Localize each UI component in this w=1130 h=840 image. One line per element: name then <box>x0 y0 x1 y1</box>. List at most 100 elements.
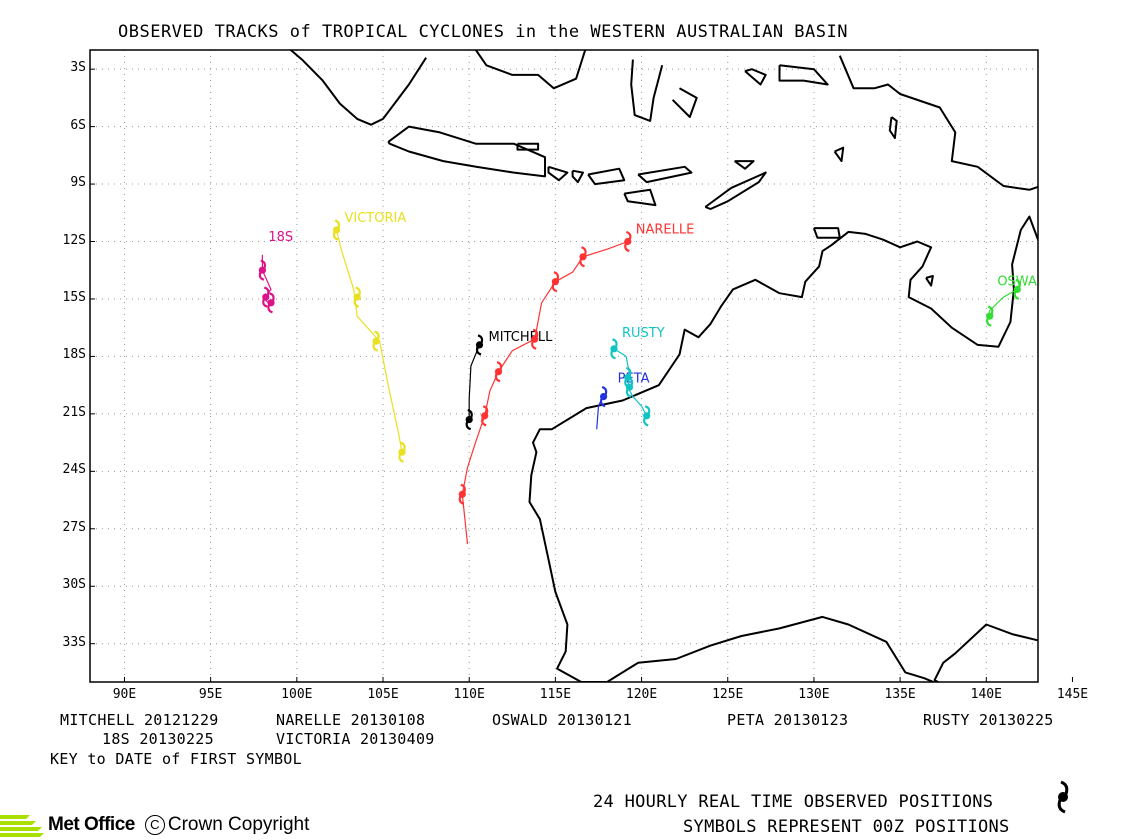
lat-tick-label: 6S <box>70 117 86 133</box>
footer-positions: 24 HOURLY REAL TIME OBSERVED POSITIONS <box>593 792 994 812</box>
peta-position-symbol <box>599 386 608 408</box>
oswald-label: OSWALD <box>997 274 1054 289</box>
cyclone-tracks: MITCHELL NARELLE OSWALD PETA RUSTY 18S VICTORI… <box>258 211 1054 545</box>
lat-tick-label: 24S <box>62 462 86 478</box>
narelle-position-symbol <box>531 328 539 350</box>
lat-tick-label: 15S <box>62 289 86 305</box>
victoria-track-line <box>335 229 403 453</box>
key-18s: 18S 20130225 <box>102 730 214 748</box>
oswald-position-symbol <box>1013 278 1021 300</box>
18s-position-symbol <box>267 292 275 314</box>
lat-tick-label: 21S <box>62 404 86 420</box>
mitchell-track-line <box>468 344 481 420</box>
coastline <box>671 87 698 118</box>
victoria-position-symbol <box>353 286 361 308</box>
key-mitchell: MITCHELL 20121229 <box>60 711 219 729</box>
lon-tick-label: 90E <box>112 687 137 702</box>
map-frame <box>89 49 1039 683</box>
coastline <box>833 146 845 163</box>
track-narelle: NARELLE <box>458 223 695 545</box>
track-18s: 18S <box>258 230 293 314</box>
coastline <box>528 215 1038 682</box>
coastline <box>812 227 841 239</box>
lon-tick-label: 100E <box>281 687 313 702</box>
narelle-position-symbol <box>551 271 560 293</box>
18s-position-symbol <box>258 259 267 281</box>
key-narelle: NARELLE 20130108 <box>276 711 426 729</box>
lat-tick-label: 33S <box>62 634 86 650</box>
lon-tick-label: 140E <box>970 687 1002 702</box>
lon-tick-label: 135E <box>884 687 916 702</box>
lon-tick-label: 130E <box>798 687 830 702</box>
lat-tick-label: 27S <box>62 519 86 535</box>
oswald-position-symbol <box>986 305 994 327</box>
coastline <box>734 160 755 170</box>
coastline <box>704 171 767 210</box>
rusty-position-symbol <box>610 338 618 360</box>
coastline <box>289 50 427 126</box>
coastline <box>630 59 664 122</box>
rusty-label: RUSTY <box>622 326 665 341</box>
axis-ticks <box>90 68 1073 682</box>
lat-tick-label: 30S <box>62 577 86 593</box>
lat-tick-label: 3S <box>70 60 86 76</box>
footer-symbols: SYMBOLS REPRESENT 00Z POSITIONS <box>683 817 1010 837</box>
mitchell-position-symbol <box>465 409 473 431</box>
18s-position-symbol <box>262 286 270 308</box>
coastline <box>571 169 584 184</box>
coastline <box>838 55 1038 191</box>
lat-tick-label: 18S <box>62 347 86 363</box>
mitchell-position-symbol <box>475 334 484 356</box>
met-office-stripes-icon <box>0 815 44 837</box>
coastline <box>387 125 546 178</box>
18s-track-line <box>261 254 272 306</box>
victoria-position-symbol <box>332 219 341 241</box>
coastline <box>778 64 829 86</box>
narelle-position-symbol <box>481 405 489 427</box>
logo-text: Met Office <box>48 814 135 835</box>
narelle-position-symbol <box>624 230 632 253</box>
victoria-position-symbol <box>372 330 380 352</box>
narelle-position-symbol <box>458 483 466 505</box>
coastline <box>623 188 657 207</box>
coastline <box>637 165 693 184</box>
lon-tick-label: 120E <box>625 687 658 702</box>
copyright: C Crown Copyright <box>144 814 310 836</box>
copyright-text: Crown Copyright <box>167 814 310 835</box>
cyclone-symbol-icon <box>1057 780 1069 814</box>
peta-label: PETA <box>618 372 650 387</box>
key-rusty: RUSTY 20130225 <box>923 711 1054 729</box>
met-office-logo: Met Office C Crown Copyright <box>0 812 309 838</box>
narelle-position-symbol <box>579 246 587 268</box>
lat-tick-label: 9S <box>70 175 86 191</box>
rusty-position-symbol <box>643 405 651 427</box>
victoria-position-symbol <box>398 441 406 463</box>
key-note: KEY to DATE of FIRST SYMBOL <box>50 750 302 768</box>
coastline <box>587 167 626 186</box>
coastlines <box>289 50 1038 682</box>
coastline <box>474 50 587 90</box>
track-oswald: OSWALD <box>986 274 1054 327</box>
narelle-label: NARELLE <box>636 223 695 238</box>
lon-tick-label: 115E <box>539 687 572 702</box>
copyright-icon: C <box>144 814 165 835</box>
rusty-position-symbol <box>625 376 634 398</box>
coastline <box>547 165 569 182</box>
18s-label: 18S <box>268 230 293 245</box>
lon-tick-label: 125E <box>712 687 744 702</box>
key-victoria: VICTORIA 20130409 <box>276 730 435 748</box>
narelle-track-line <box>461 240 629 545</box>
coastline <box>744 68 767 86</box>
coastline <box>516 142 540 151</box>
lat-tick-label: 12S <box>62 232 86 248</box>
lon-tick-label: 110E <box>453 687 485 702</box>
track-mitchell: MITCHELL <box>465 330 554 431</box>
lon-tick-label: 105E <box>367 687 399 702</box>
lon-tick-label: 95E <box>198 687 223 702</box>
mitchell-label: MITCHELL <box>489 330 554 345</box>
track-rusty: RUSTY <box>610 326 665 427</box>
track-victoria: VICTORIA <box>332 211 406 463</box>
chart-title: OBSERVED TRACKS of TROPICAL CYCLONES in … <box>118 22 848 42</box>
lon-tick-label: 145E <box>1056 687 1089 702</box>
